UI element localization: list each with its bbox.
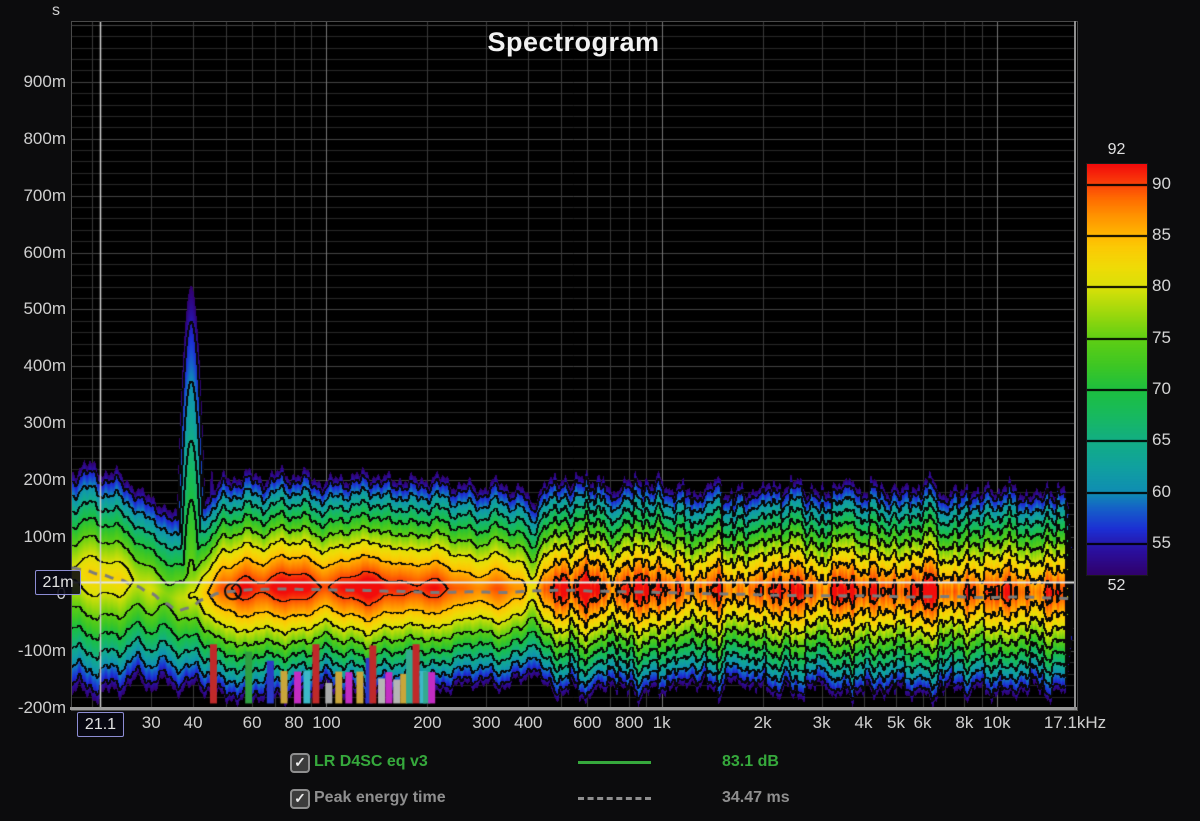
x-tick-label: 800 xyxy=(615,713,644,732)
peak-energy-name: Peak energy time xyxy=(314,789,446,806)
peak-energy-time-readout: 34.47 ms xyxy=(722,789,790,806)
x-tick-label: 100 xyxy=(312,713,341,732)
y-tick-label: 200m xyxy=(23,470,66,490)
legend-row-measurement: ✓ LR D4SC eq v3 83.1 dB xyxy=(290,753,850,773)
x-tick-label: 1k xyxy=(652,713,671,732)
x-axis-line xyxy=(70,707,1077,710)
x-tick-label: 5k xyxy=(887,713,905,732)
colorbar-max-label: 92 xyxy=(1107,141,1126,158)
x-tick-label: 80 xyxy=(284,713,304,732)
measurement-name: LR D4SC eq v3 xyxy=(314,753,428,770)
y-tick-label: 400m xyxy=(23,356,66,376)
x-tick-label: 600 xyxy=(573,713,602,732)
colorbar-tick-label: 60 xyxy=(1152,481,1171,501)
x-tick-label: 10k xyxy=(983,713,1011,732)
x-tick-label: 3k xyxy=(812,713,831,732)
y-axis-unit-label: s xyxy=(52,2,60,19)
x-tick-label: 60 xyxy=(242,713,262,732)
colorbar-scale xyxy=(1086,163,1148,576)
legend-row-peak-energy: ✓ Peak energy time 34.47 ms xyxy=(290,789,850,809)
x-tick-label: 40 xyxy=(183,713,203,732)
x-tick-label: 4k xyxy=(854,713,873,732)
y-tick-label: 700m xyxy=(23,185,66,205)
y-tick-label: 500m xyxy=(23,299,66,319)
x-tick-label: 30 xyxy=(141,713,161,732)
x-tick-label: 200 xyxy=(413,713,442,732)
right-axis-line xyxy=(1074,21,1076,710)
colorbar-tick-label: 65 xyxy=(1152,430,1171,450)
x-tick-label: 2k xyxy=(753,713,772,732)
cursor-frequency-readout: 21.1 xyxy=(77,712,124,737)
cursor-time-readout: 21m xyxy=(35,570,81,595)
spectrogram-plot-area[interactable] xyxy=(72,22,1075,708)
x-tick-label: 8k xyxy=(955,713,974,732)
y-tick-label: 900m xyxy=(23,71,66,91)
measurement-checkbox[interactable]: ✓ xyxy=(290,753,310,773)
colorbar-min-label: 52 xyxy=(1107,577,1126,594)
x-tick-label: 300 xyxy=(472,713,501,732)
y-tick-label: 800m xyxy=(23,128,66,148)
y-tick-label: -100m xyxy=(17,641,66,661)
peak-energy-checkbox[interactable]: ✓ xyxy=(290,789,310,809)
colorbar-tick-label: 80 xyxy=(1152,276,1171,296)
colorbar-tick-label: 70 xyxy=(1152,379,1171,399)
y-tick-label: 100m xyxy=(23,527,66,547)
y-tick-label: 600m xyxy=(23,242,66,262)
page-title: Spectrogram xyxy=(487,27,660,57)
x-tick-label: 17.1kHz xyxy=(1043,713,1107,732)
colorbar-tick-label: 90 xyxy=(1152,173,1171,193)
peak-energy-line-sample xyxy=(578,797,651,800)
measurement-level-readout: 83.1 dB xyxy=(722,753,779,770)
colorbar-tick-label: 85 xyxy=(1152,224,1171,244)
x-tick-label: 6k xyxy=(913,713,932,732)
colorbar-tick-label: 75 xyxy=(1152,327,1171,347)
y-tick-label: -200m xyxy=(17,698,66,717)
measurement-line-sample xyxy=(578,761,651,764)
colorbar-tick-label: 55 xyxy=(1152,533,1171,553)
x-tick-label: 400 xyxy=(514,713,543,732)
y-tick-label: 300m xyxy=(23,413,66,433)
